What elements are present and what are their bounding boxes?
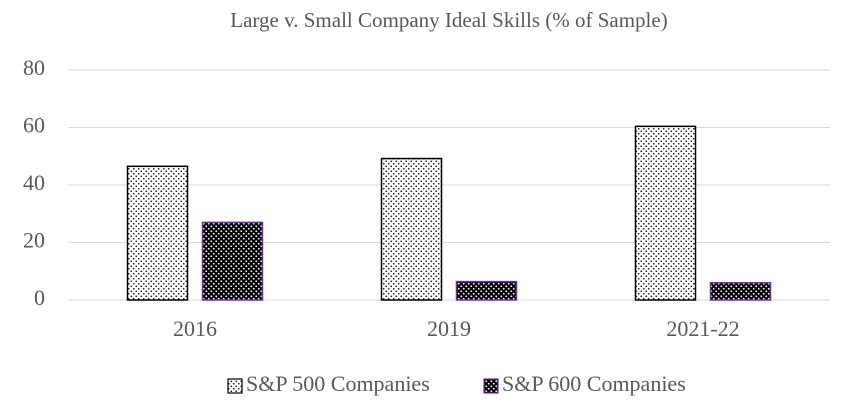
x-tick-label: 2016 (173, 316, 217, 341)
x-tick-label: 2019 (427, 316, 471, 341)
bar (634, 125, 697, 301)
legend-label: S&P 500 Companies (246, 371, 430, 396)
bar (455, 280, 518, 301)
x-tick-label: 2021-22 (666, 316, 739, 341)
y-tick-label: 0 (34, 285, 45, 310)
y-tick-label: 20 (23, 228, 45, 253)
bar (126, 165, 189, 301)
legend-swatch (483, 378, 499, 394)
bar (380, 157, 443, 301)
bar (201, 221, 264, 301)
y-tick-label: 80 (23, 55, 45, 80)
y-tick-label: 40 (23, 170, 45, 195)
bar (709, 282, 772, 301)
y-tick-label: 60 (23, 113, 45, 138)
legend-label: S&P 600 Companies (502, 371, 686, 396)
legend-swatch (227, 378, 243, 394)
chart-title: Large v. Small Company Ideal Skills (% o… (230, 8, 667, 32)
